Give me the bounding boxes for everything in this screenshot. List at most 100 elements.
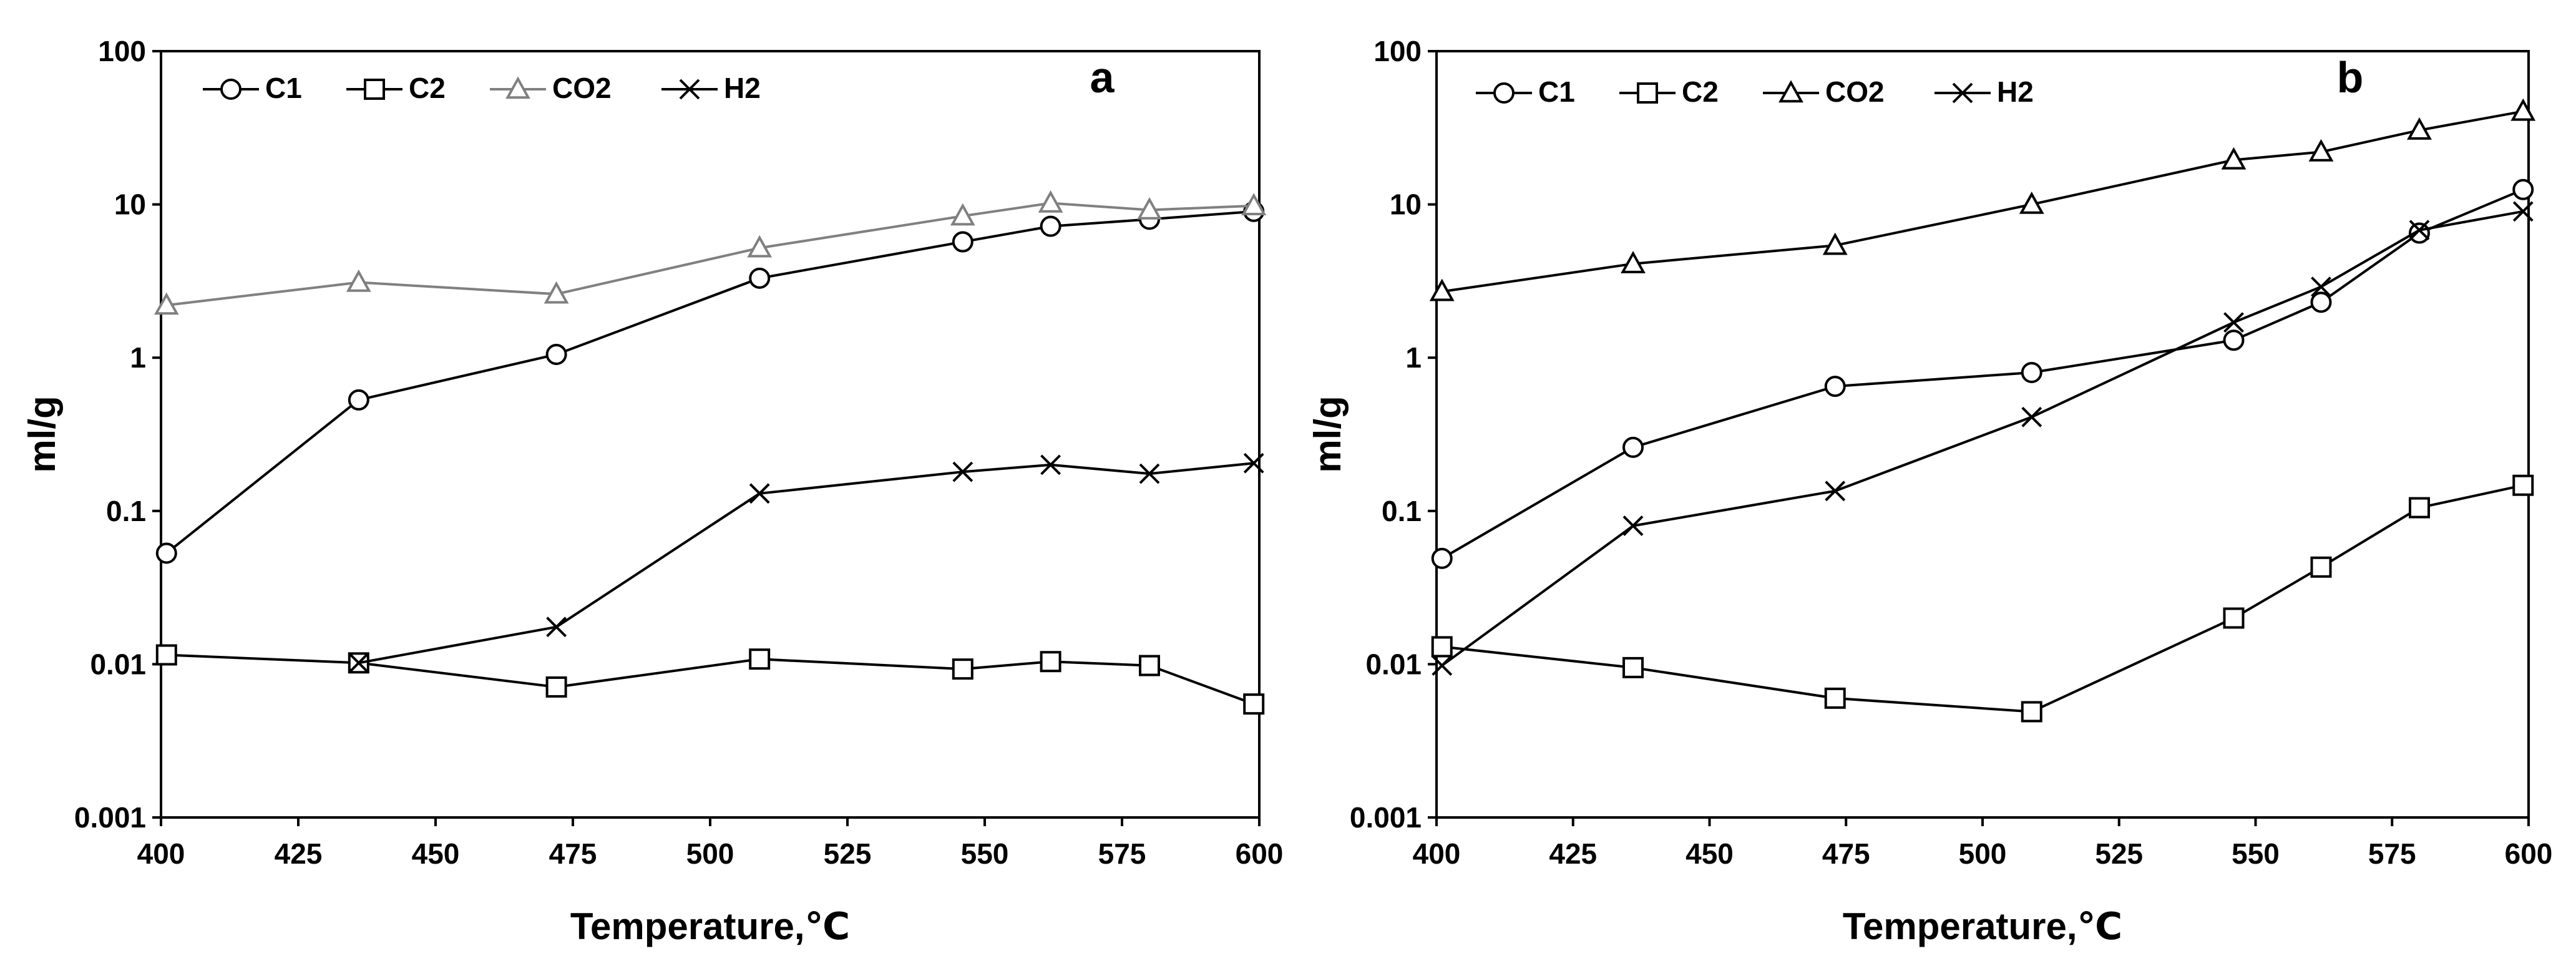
legend-label: H2 <box>724 72 761 104</box>
x-tick-label: 600 <box>1236 837 1284 870</box>
data-point-co2 <box>1822 232 1848 255</box>
data-point-c1 <box>348 389 369 411</box>
x-axis-title: Temperature,℃ <box>570 905 850 947</box>
data-point-c1 <box>1040 215 1061 237</box>
legend-label: C2 <box>1682 76 1719 108</box>
x-tick-label: 550 <box>961 837 1009 870</box>
y-tick-label: 0.01 <box>90 648 146 680</box>
data-point-h2 <box>348 652 369 673</box>
data-point-co2 <box>2019 191 2044 214</box>
x-tick-label: 400 <box>137 837 185 870</box>
chart-panel-b: 0.001 0.01 0.1 1 10 100 400 425 450 475 500 525 550 5… <box>1307 35 2552 947</box>
data-point-c1 <box>1824 376 1846 398</box>
series-co2 <box>1429 98 2536 301</box>
data-point-c2 <box>2512 474 2534 496</box>
data-point-c1 <box>2310 291 2332 313</box>
data-point-h2 <box>952 461 973 482</box>
y-tick-label: 10 <box>114 188 146 221</box>
y-axis-title: ml/g <box>21 396 63 472</box>
data-point-co2 <box>1621 251 1646 273</box>
data-point-c2 <box>1139 655 1160 676</box>
series-line-c1 <box>165 210 1254 555</box>
data-point-c2 <box>2310 556 2332 578</box>
data-point-co2 <box>2510 98 2536 121</box>
x-tick-label: 425 <box>1549 837 1597 870</box>
plot-frame <box>160 50 1261 819</box>
panel-label: b <box>2337 53 2364 102</box>
data-point-co2 <box>154 292 179 315</box>
data-point-co2 <box>1137 197 1162 220</box>
y-tick-label: 100 <box>98 35 146 67</box>
legend-label: C1 <box>265 72 302 104</box>
legend-marker <box>220 79 242 100</box>
legend-marker <box>1952 82 1973 104</box>
legend-item-h2: H2 <box>1934 76 2034 108</box>
legend-item-c2: C2 <box>1619 76 1719 108</box>
legend-label: C2 <box>409 72 446 104</box>
data-point-co2 <box>747 235 773 258</box>
data-point-c1 <box>952 231 973 253</box>
data-point-c2 <box>155 644 177 666</box>
series-c2 <box>155 644 1265 715</box>
data-point-c1 <box>2223 329 2245 351</box>
x-tick-label: 425 <box>275 837 323 870</box>
data-point-h2 <box>1825 480 1846 502</box>
data-point-c2 <box>545 676 567 698</box>
legend-item-h2: H2 <box>661 72 761 104</box>
data-point-co2 <box>2407 117 2432 140</box>
data-point-co2 <box>2308 139 2334 162</box>
y-tick-label: 0.1 <box>1382 495 1422 527</box>
data-point-c2 <box>1243 693 1265 715</box>
legend-label: H2 <box>1997 76 2034 108</box>
series-co2 <box>154 190 1267 315</box>
x-tick-label: 400 <box>1413 837 1461 870</box>
data-point-c2 <box>1040 651 1061 673</box>
legend: C1 C2 CO2 H2 <box>203 72 761 104</box>
series-line-c2 <box>166 653 1254 706</box>
data-point-c1 <box>1622 436 1644 458</box>
x-tick-label: 500 <box>686 837 734 870</box>
legend: C1 C2 CO2 H2 <box>1476 76 2034 108</box>
data-point-c2 <box>1824 687 1846 709</box>
x-tick-label: 575 <box>2368 837 2416 870</box>
data-point-c1 <box>2512 178 2534 200</box>
series-line-co2 <box>1442 110 2524 293</box>
y-tick-label: 100 <box>1373 35 1422 67</box>
y-tick-label: 0.1 <box>106 495 146 527</box>
data-point-co2 <box>1038 190 1063 213</box>
series-c1 <box>1431 178 2534 569</box>
data-point-c2 <box>2223 607 2245 629</box>
series-c2 <box>1431 474 2534 723</box>
legend-item-c1: C1 <box>1476 76 1575 108</box>
data-point-c1 <box>155 542 177 564</box>
legend-marker <box>505 76 530 99</box>
y-tick-label: 0.001 <box>1350 801 1422 834</box>
y-tick-label: 1 <box>130 341 146 374</box>
y-tick-label: 10 <box>1390 188 1422 221</box>
x-tick-label: 500 <box>1959 837 2007 870</box>
data-point-h2 <box>1139 463 1160 484</box>
data-point-h2 <box>1040 454 1061 476</box>
legend-item-co2: CO2 <box>1763 76 1885 108</box>
data-point-c1 <box>1431 547 1453 569</box>
data-point-c2 <box>952 658 973 680</box>
legend-marker <box>1778 80 1803 103</box>
data-point-co2 <box>544 281 569 304</box>
data-point-c2 <box>749 648 771 670</box>
data-point-c2 <box>2409 497 2430 519</box>
data-point-co2 <box>346 269 371 292</box>
data-point-h2 <box>2311 276 2331 298</box>
legend-item-c1: C1 <box>203 72 302 104</box>
legend-marker <box>1637 82 1658 104</box>
data-point-c2 <box>2021 701 2042 723</box>
data-point-h2 <box>1622 515 1644 537</box>
data-point-c1 <box>749 267 771 289</box>
x-tick-label: 450 <box>412 837 460 870</box>
series-line-h2 <box>358 462 1254 665</box>
legend-label: C1 <box>1538 76 1575 108</box>
series-line-co2 <box>166 202 1254 307</box>
y-axis-title: ml/g <box>1307 396 1349 472</box>
series-line-h2 <box>1441 210 2524 667</box>
data-point-c1 <box>545 343 567 365</box>
